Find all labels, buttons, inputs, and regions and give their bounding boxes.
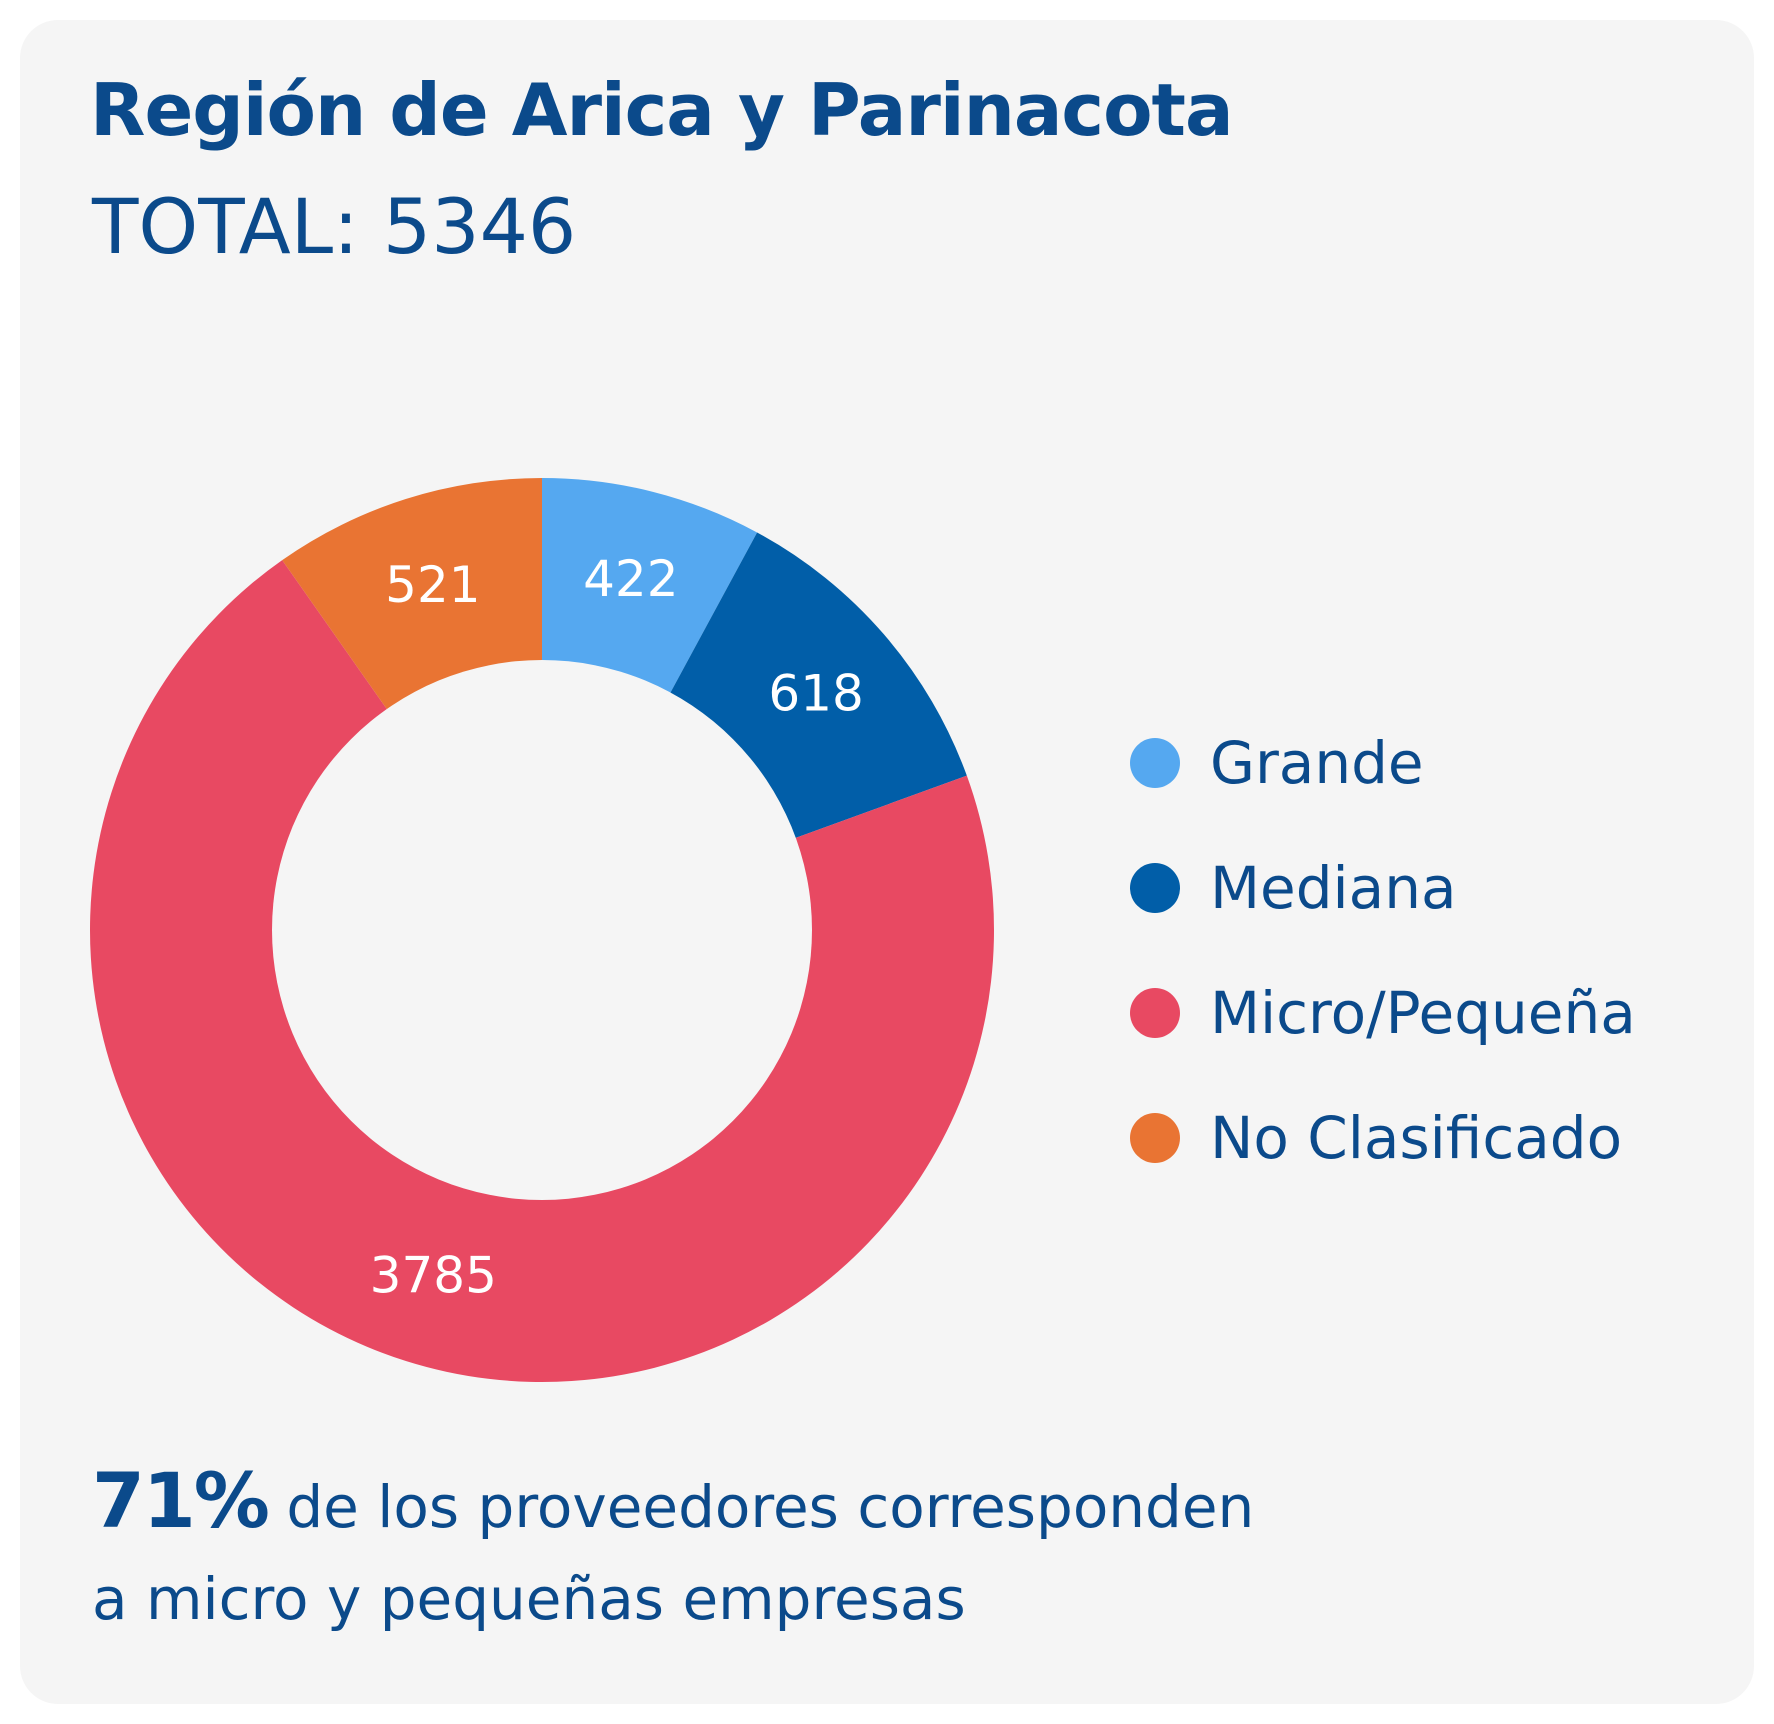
legend-item-mediana: Mediana (1130, 825, 1636, 950)
donut-hole (272, 660, 812, 1200)
legend-label-mediana: Mediana (1210, 853, 1457, 922)
footnote-highlight-percent: 71% (92, 1456, 270, 1545)
slice-label-micro-pequena: 3785 (370, 1246, 497, 1304)
legend-swatch-mediana (1130, 862, 1180, 913)
slice-label-grande: 422 (583, 550, 678, 608)
chart-title: Región de Arica y Parinacota (90, 68, 1234, 152)
legend-swatch-grande (1130, 737, 1180, 788)
legend-item-grande: Grande (1130, 700, 1636, 825)
slice-label-no-clasificado: 521 (385, 556, 480, 614)
slice-label-mediana: 618 (768, 665, 863, 723)
legend-swatch-micro-pequena (1130, 987, 1180, 1038)
summary-footnote: 71% de los proveedores corresponden a mi… (92, 1455, 1592, 1645)
footnote-line-2: a micro y pequeñas empresas (92, 1565, 966, 1633)
chart-legend: Grande Mediana Micro/Pequeña No Clasific… (1130, 700, 1636, 1200)
legend-item-no-clasificado: No Clasificado (1130, 1075, 1636, 1200)
chart-subtitle-total: TOTAL: 5346 (92, 182, 577, 271)
legend-item-micro-pequena: Micro/Pequeña (1130, 950, 1636, 1075)
legend-label-micro-pequena: Micro/Pequeña (1210, 978, 1636, 1047)
legend-label-no-clasificado: No Clasificado (1210, 1103, 1623, 1172)
donut-slice-labels: 422 618 3785 521 (370, 550, 864, 1304)
footnote-line-1: de los proveedores corresponden (267, 1473, 1255, 1541)
legend-label-grande: Grande (1210, 728, 1424, 797)
legend-swatch-no-clasificado (1130, 1112, 1180, 1163)
